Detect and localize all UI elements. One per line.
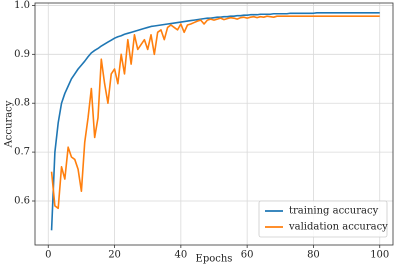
y-axis-label: Accuracy [4, 100, 15, 148]
line-series [50, 15, 380, 210]
x-tick-label: 80 [307, 250, 320, 261]
y-tick-label: 0.6 [14, 196, 30, 207]
x-tick-label: 40 [174, 250, 187, 261]
legend-label: validation accuracy [288, 222, 388, 233]
legend-box [258, 200, 388, 238]
plot-frame [34, 2, 394, 246]
x-axis-label: Epochs [196, 254, 233, 265]
x-tick-label: 60 [241, 250, 254, 261]
x-tick-label: 20 [108, 250, 121, 261]
x-tick-label: 100 [370, 250, 389, 261]
y-tick-label: 0.8 [14, 98, 30, 109]
y-tick-label: 1.0 [14, 0, 30, 11]
line-series [50, 11, 380, 231]
y-tick-label: 0.9 [14, 49, 30, 60]
legend-label: training accuracy [289, 206, 379, 217]
x-tick-label: 0 [45, 250, 51, 261]
y-tick-label: 0.7 [14, 147, 30, 158]
